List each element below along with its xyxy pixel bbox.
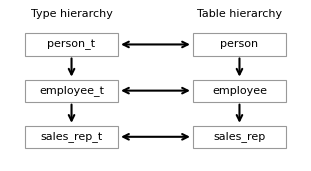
Text: sales_rep_t: sales_rep_t — [40, 131, 103, 142]
FancyBboxPatch shape — [193, 33, 286, 56]
Text: employee: employee — [212, 86, 267, 96]
Text: sales_rep: sales_rep — [213, 131, 266, 142]
Text: employee_t: employee_t — [39, 85, 104, 96]
FancyBboxPatch shape — [25, 80, 118, 102]
FancyBboxPatch shape — [193, 80, 286, 102]
Text: person: person — [220, 40, 258, 49]
FancyBboxPatch shape — [193, 126, 286, 148]
FancyBboxPatch shape — [25, 126, 118, 148]
Text: person_t: person_t — [48, 39, 95, 50]
Text: Table hierarchy: Table hierarchy — [197, 9, 282, 19]
FancyBboxPatch shape — [25, 33, 118, 56]
Text: Type hierarchy: Type hierarchy — [30, 9, 113, 19]
